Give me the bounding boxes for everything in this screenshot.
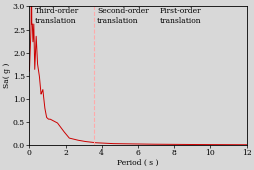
Text: First-order
translation: First-order translation — [159, 7, 201, 25]
Text: Third-order
translation: Third-order translation — [35, 7, 79, 25]
Text: Second-order
translation: Second-order translation — [97, 7, 148, 25]
X-axis label: Period ( s ): Period ( s ) — [117, 159, 158, 167]
Y-axis label: Sa( g ): Sa( g ) — [4, 63, 11, 88]
